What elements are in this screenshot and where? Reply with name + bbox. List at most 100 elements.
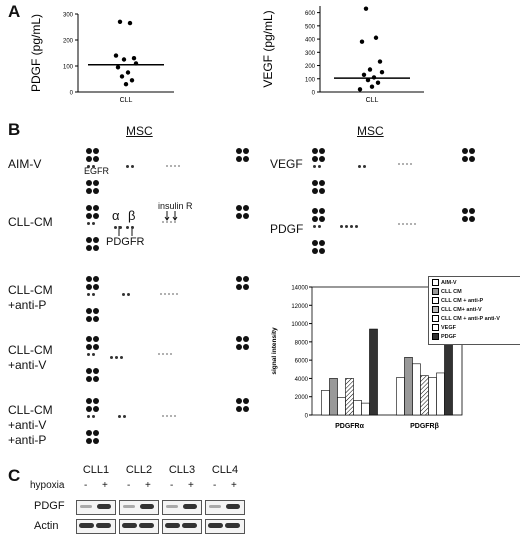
msc-label-left: MSC — [126, 124, 153, 138]
control-spot — [319, 180, 325, 186]
hypoxia-minus: - — [170, 480, 174, 491]
egfr-spot — [92, 415, 95, 418]
faint-spot — [174, 165, 176, 167]
control-spot — [93, 237, 99, 243]
control-spot — [93, 368, 99, 374]
control-spot — [86, 344, 92, 350]
control-spot — [243, 148, 249, 154]
control-spot — [312, 156, 318, 162]
control-spot — [236, 398, 242, 404]
control-spot — [243, 156, 249, 162]
egfr-spot — [92, 293, 95, 296]
faint-spot — [402, 223, 404, 225]
control-spot — [93, 308, 99, 314]
panel-a-letter: A — [8, 2, 21, 21]
control-spot — [236, 406, 242, 412]
control-spot — [93, 188, 99, 194]
pdgf-blot-strip — [205, 500, 245, 515]
y-axis-label: PDGF (pg/mL) — [30, 14, 43, 92]
egfr-spot — [92, 353, 95, 356]
y-tick-label: 200 — [63, 39, 74, 45]
receptor-spot — [340, 225, 343, 228]
legend-label: PDGF — [441, 334, 457, 340]
faint-spot — [170, 221, 172, 223]
control-spot — [86, 430, 92, 436]
legend-swatch — [432, 279, 439, 287]
control-spot — [86, 316, 92, 322]
pdgfr-annotation: PDGFR — [106, 236, 145, 248]
receptor-spot — [363, 165, 366, 168]
faint-spot — [398, 223, 400, 225]
faint-spot — [162, 353, 164, 355]
legend-label: VEGF — [441, 325, 456, 331]
legend-entry: PDGF — [432, 333, 520, 342]
data-point — [367, 67, 373, 72]
x-tick-label: PDGFRβ — [410, 423, 440, 430]
y-tick-label: 0 — [70, 91, 74, 97]
receptor-spot — [123, 415, 126, 418]
row-label-anti-v: CLL-CM +anti-V — [8, 343, 53, 372]
data-point — [121, 57, 127, 62]
control-spot — [319, 188, 325, 194]
pdgf-blot-strip — [162, 500, 202, 515]
receptor-spot — [350, 225, 353, 228]
control-spot — [469, 208, 475, 214]
y-tick-label: 300 — [63, 13, 74, 19]
control-spot — [236, 344, 242, 350]
vegf-scatter-chart: 0 100 200 300 400 500 600 VEGF (pg/mL) CLL — [262, 6, 424, 104]
receptor-spot — [110, 356, 113, 359]
bar — [329, 378, 338, 416]
data-point — [115, 65, 121, 70]
control-spot — [86, 398, 92, 404]
control-spot — [469, 216, 475, 222]
control-spot — [93, 336, 99, 342]
control-spot — [243, 276, 249, 282]
actin-band — [96, 523, 111, 528]
control-spot — [312, 208, 318, 214]
actin-band — [208, 523, 223, 528]
faint-spot — [410, 163, 412, 165]
control-spot — [86, 213, 92, 219]
egfr-spot — [87, 222, 90, 225]
hypoxia-plus: + — [231, 480, 237, 491]
legend-entry: CLL CM + anti-P anti-V — [432, 315, 520, 324]
y-tick-label: 200 — [305, 64, 316, 70]
bar — [412, 363, 421, 416]
row-label-anti-p: CLL-CM +anti-P — [8, 283, 53, 312]
hypoxia-plus: + — [102, 480, 108, 491]
y-tick-label: 10000 — [291, 322, 308, 328]
hypoxia-minus: - — [213, 480, 217, 491]
data-point — [119, 74, 125, 79]
control-spot — [243, 398, 249, 404]
pdgf-band-hypoxia — [226, 504, 240, 509]
x-axis-label: CLL — [120, 97, 133, 104]
control-spot — [236, 213, 242, 219]
annotation-arrows — [118, 211, 178, 236]
faint-spot — [168, 293, 170, 295]
legend-swatch — [432, 324, 439, 332]
faint-spot — [414, 223, 416, 225]
actin-band — [139, 523, 154, 528]
receptor-spot — [120, 356, 123, 359]
actin-band — [225, 523, 240, 528]
faint-spot — [162, 415, 164, 417]
legend-entry: VEGF — [432, 324, 520, 333]
control-spot — [469, 156, 475, 162]
receptor-spot — [118, 415, 121, 418]
row-label-pdgf: PDGF — [270, 222, 304, 236]
plot-frame — [311, 286, 463, 416]
control-spot — [312, 188, 318, 194]
actin-band — [182, 523, 197, 528]
control-spot — [93, 213, 99, 219]
pdgf-band-hypoxia — [97, 504, 111, 509]
control-spot — [86, 368, 92, 374]
y-axis-label: VEGF (pg/mL) — [262, 10, 275, 87]
faint-spot — [166, 165, 168, 167]
faint-spot — [162, 221, 164, 223]
y-axis-label: signal intensity — [271, 327, 278, 375]
legend-entry: CLL CM + anti-P — [432, 297, 520, 306]
pdgf-band-hypoxia — [183, 504, 197, 509]
control-spot — [319, 208, 325, 214]
faint-spot — [166, 221, 168, 223]
control-spot — [86, 284, 92, 290]
